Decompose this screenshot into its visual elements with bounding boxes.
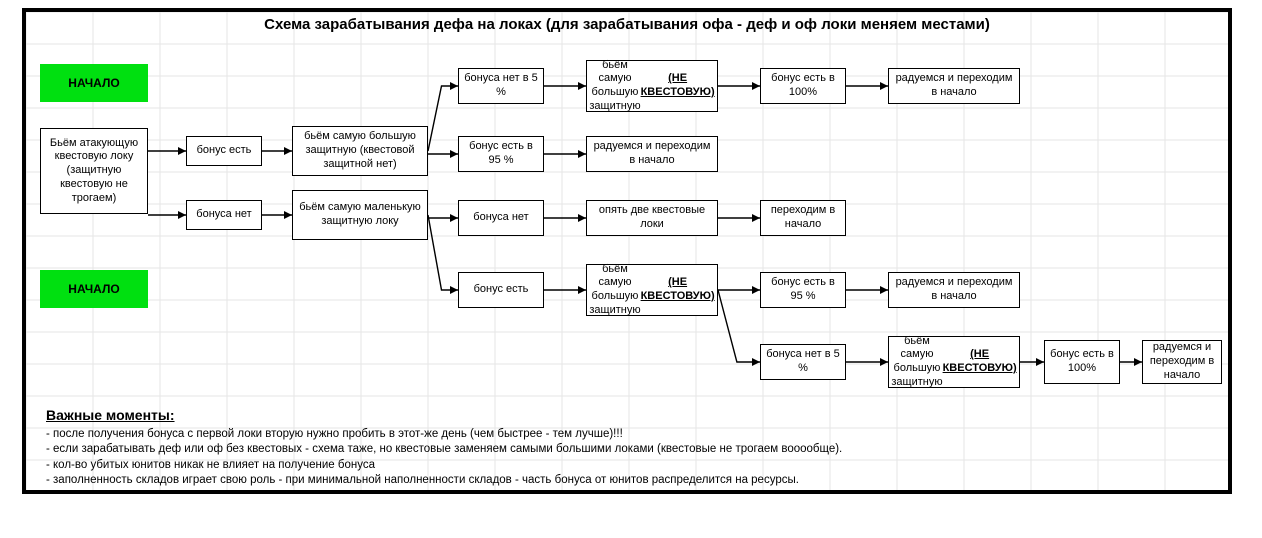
node-r4_big: бьём самуюбольшую защитную(НЕ КВЕСТОВУЮ)	[586, 264, 718, 316]
node-r4_byes: бонус есть	[458, 272, 544, 308]
notes-section: Важные моменты: - после получения бонуса…	[46, 406, 1208, 489]
note-line-3: - заполненность складов играет свою роль…	[46, 473, 1208, 489]
node-n_bno: бонуса нет	[186, 200, 262, 230]
node-r5_b5: бонуса нет в 5 %	[760, 344, 846, 380]
node-r2_joy: радуемся и переходим в начало	[586, 136, 718, 172]
note-line-2: - кол-во убитых юнитов никак не влияет н…	[46, 458, 1208, 474]
diagram-frame: Схема зарабатывания дефа на локах (для з…	[22, 8, 1232, 494]
node-r3_two: опять две квестовые локи	[586, 200, 718, 236]
node-n_smalldef: бьём самую маленькую защитную локу	[292, 190, 428, 240]
note-line-1: - если зарабатывать деф или оф без квест…	[46, 442, 1208, 458]
notes-title: Важные моменты:	[46, 406, 1208, 425]
node-n_bigdef: бьём самую большую защитную (квестовой з…	[292, 126, 428, 176]
node-r3_bno: бонуса нет	[458, 200, 544, 236]
node-r2_b95: бонус есть в 95 %	[458, 136, 544, 172]
node-r4_b95: бонус есть в 95 %	[760, 272, 846, 308]
node-r5_b100: бонус есть в 100%	[1044, 340, 1120, 384]
node-r4_joy: радуемся и переходим в начало	[888, 272, 1020, 308]
node-r3_go: переходим в начало	[760, 200, 846, 236]
node-r1_big: бьём самуюбольшую защитную(НЕ КВЕСТОВУЮ)	[586, 60, 718, 112]
diagram-title: Схема зарабатывания дефа на локах (для з…	[26, 16, 1228, 33]
node-r1_joy: радуемся и переходим в начало	[888, 68, 1020, 104]
node-n_attack: Бьём атакующую квестовую локу (защитную …	[40, 128, 148, 214]
node-r5_joy: радуемся и переходим в начало	[1142, 340, 1222, 384]
node-r1_b100: бонус есть в 100%	[760, 68, 846, 104]
page-root: Схема зарабатывания дефа на локах (для з…	[0, 0, 1262, 538]
node-n_byes: бонус есть	[186, 136, 262, 166]
note-line-0: - после получения бонуса с первой локи в…	[46, 427, 1208, 443]
node-r5_big: бьём самуюбольшую защитную(НЕ КВЕСТОВУЮ)	[888, 336, 1020, 388]
node-r1_b5: бонуса нет в 5 %	[458, 68, 544, 104]
node-start1: НАЧАЛО	[40, 64, 148, 102]
node-start2: НАЧАЛО	[40, 270, 148, 308]
notes-body: - после получения бонуса с первой локи в…	[46, 427, 1208, 489]
